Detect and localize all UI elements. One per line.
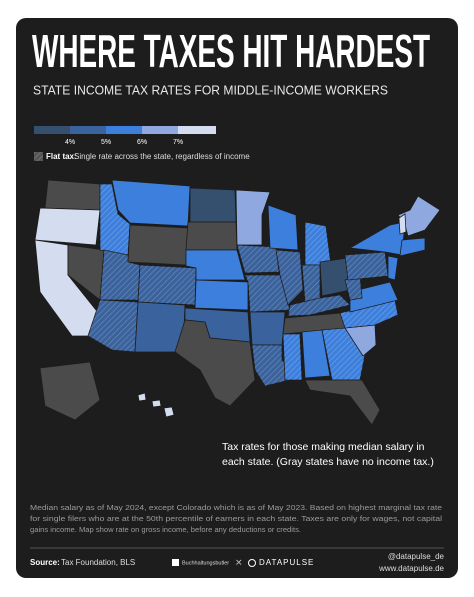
state-hatch [276, 250, 303, 305]
state-hatch [302, 265, 320, 302]
state [387, 255, 399, 281]
state-hatch [100, 250, 140, 300]
state-hatch [100, 184, 130, 255]
handle: @datapulse_de [388, 552, 445, 561]
state-hatch [340, 300, 398, 328]
state-hatch [237, 245, 279, 273]
footnote-line: Median salary as of May 2024, except Col… [30, 503, 442, 512]
legend: Flat tax: Single rate across the state, … [34, 126, 250, 161]
legend-swatch [106, 126, 142, 134]
us-map [34, 179, 441, 426]
state [163, 406, 175, 418]
legend-label: 6% [137, 139, 147, 146]
state-hatch [88, 300, 138, 352]
state [348, 221, 406, 256]
state-hatch [345, 252, 388, 280]
state [151, 399, 162, 408]
state-hatch [245, 275, 290, 312]
flat-tax-text: Single rate across the state, regardless… [74, 152, 250, 161]
state [235, 189, 271, 246]
state [44, 179, 101, 211]
subtitle: STATE INCOME TAX RATES FOR MIDDLE-INCOME… [33, 83, 388, 97]
url: www.datapulse.de [378, 564, 444, 573]
legend-swatch [34, 126, 70, 134]
state-hatch [288, 295, 350, 316]
state [174, 319, 256, 407]
brand: DATAPULSE [259, 558, 314, 567]
state [194, 279, 249, 311]
state [127, 224, 189, 266]
state [249, 311, 286, 346]
state-hatch [305, 222, 331, 265]
legend-label: 4% [65, 139, 75, 146]
partner: Buchhaltungsbutler [182, 560, 229, 566]
state [111, 179, 191, 227]
annotation-line: Tax rates for those making median salary… [222, 441, 425, 453]
state [304, 379, 381, 426]
state [319, 257, 351, 297]
state [34, 207, 101, 246]
source-label: Source: [30, 558, 60, 567]
legend-swatch [70, 126, 106, 134]
title: WHERE TAXES HIT HARDEST [32, 25, 430, 77]
legend-label: 5% [101, 139, 111, 146]
source: Tax Foundation, BLS [61, 558, 135, 567]
legend-label: 7% [173, 139, 183, 146]
partner-logo [172, 559, 179, 566]
legend-swatch [142, 126, 178, 134]
separator-x: ✕ [235, 557, 243, 567]
state [39, 361, 101, 421]
footnote-line: gains income. Map show rate on gross inc… [30, 525, 301, 534]
state [399, 237, 426, 257]
legend-swatch [178, 126, 216, 134]
state [137, 392, 147, 402]
state [301, 329, 331, 379]
flat-swatch-hatch [34, 152, 43, 161]
state [398, 213, 407, 235]
state-hatch [283, 334, 302, 380]
state [267, 204, 299, 251]
state [349, 281, 399, 313]
flat-tax-label: Flat tax: [46, 152, 77, 161]
state-hatch [345, 275, 362, 300]
brand-logo [248, 559, 256, 567]
state [189, 187, 237, 223]
state-hatch [138, 265, 196, 305]
annotation-line: each state. (Gray states have no income … [222, 456, 434, 468]
state [185, 221, 238, 251]
footnote-line: for single filers who are at the 50th pe… [30, 514, 442, 523]
